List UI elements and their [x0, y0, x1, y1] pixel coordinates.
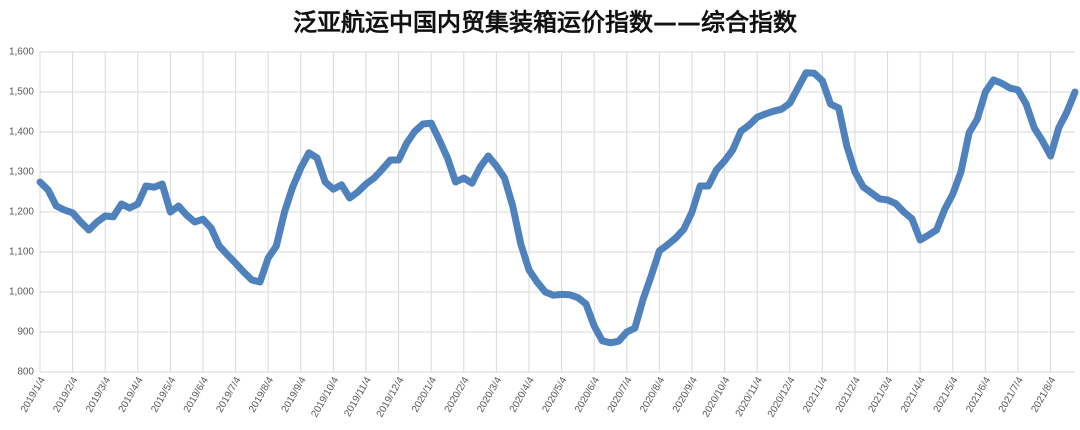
y-tick-label: 1,500 — [9, 87, 34, 98]
x-tick-label: 2019/11/4 — [342, 375, 374, 419]
y-tick-label: 1,100 — [9, 247, 34, 258]
x-tick-label: 2019/8/4 — [247, 375, 276, 415]
x-tick-label: 2021/3/4 — [866, 375, 895, 415]
y-tick-label: 900 — [17, 327, 34, 338]
x-tick-label: 2020/9/4 — [671, 375, 700, 415]
x-tick-label: 2019/7/4 — [214, 375, 243, 415]
x-tick-label: 2020/4/4 — [508, 375, 537, 415]
y-tick-label: 1,200 — [9, 207, 34, 218]
x-tick-label: 2020/11/4 — [734, 375, 766, 419]
y-tick-label: 1,400 — [9, 127, 34, 138]
series-line — [36, 69, 1079, 347]
x-tick-label: 2021/1/4 — [801, 375, 830, 415]
chart-title: 泛亚航运中国内贸集装箱运价指数——综合指数 — [293, 8, 798, 37]
x-tick-label: 2021/6/4 — [964, 375, 993, 415]
x-tick-label: 2020/12/4 — [766, 375, 798, 419]
x-tick-label: 2020/2/4 — [443, 375, 472, 415]
x-tick-label: 2021/5/4 — [932, 375, 961, 415]
x-tick-label: 2020/8/4 — [638, 375, 667, 415]
x-tick-label: 2020/6/4 — [573, 375, 602, 415]
y-tick-label: 1,000 — [9, 287, 34, 298]
x-tick-label: 2019/4/4 — [117, 375, 146, 415]
x-tick-label: 2019/1/4 — [19, 375, 48, 415]
x-tick-label: 2019/5/4 — [149, 375, 178, 415]
x-tick-label: 2021/8/4 — [1029, 375, 1058, 415]
x-tick-label: 2020/5/4 — [540, 375, 569, 415]
x-tick-label: 2019/6/4 — [182, 375, 211, 415]
x-tick-label: 2019/12/4 — [375, 375, 407, 419]
x-tick-label: 2019/9/4 — [280, 375, 309, 415]
x-tick-label: 2020/7/4 — [606, 375, 635, 415]
x-tick-label: 2020/3/4 — [475, 375, 504, 415]
x-tick-label: 2019/3/4 — [84, 375, 113, 415]
y-tick-label: 800 — [17, 367, 34, 378]
x-tick-label: 2021/7/4 — [997, 375, 1026, 415]
y-tick-label: 1,600 — [9, 47, 34, 58]
x-tick-label: 2019/10/4 — [309, 375, 341, 419]
y-tick-label: 1,300 — [9, 167, 34, 178]
x-tick-label: 2021/4/4 — [899, 375, 928, 415]
x-tick-label: 2020/1/4 — [410, 375, 439, 415]
x-tick-label: 2021/2/4 — [834, 375, 863, 415]
x-tick-label: 2019/2/4 — [51, 375, 80, 415]
x-tick-label: 2020/10/4 — [701, 375, 733, 419]
